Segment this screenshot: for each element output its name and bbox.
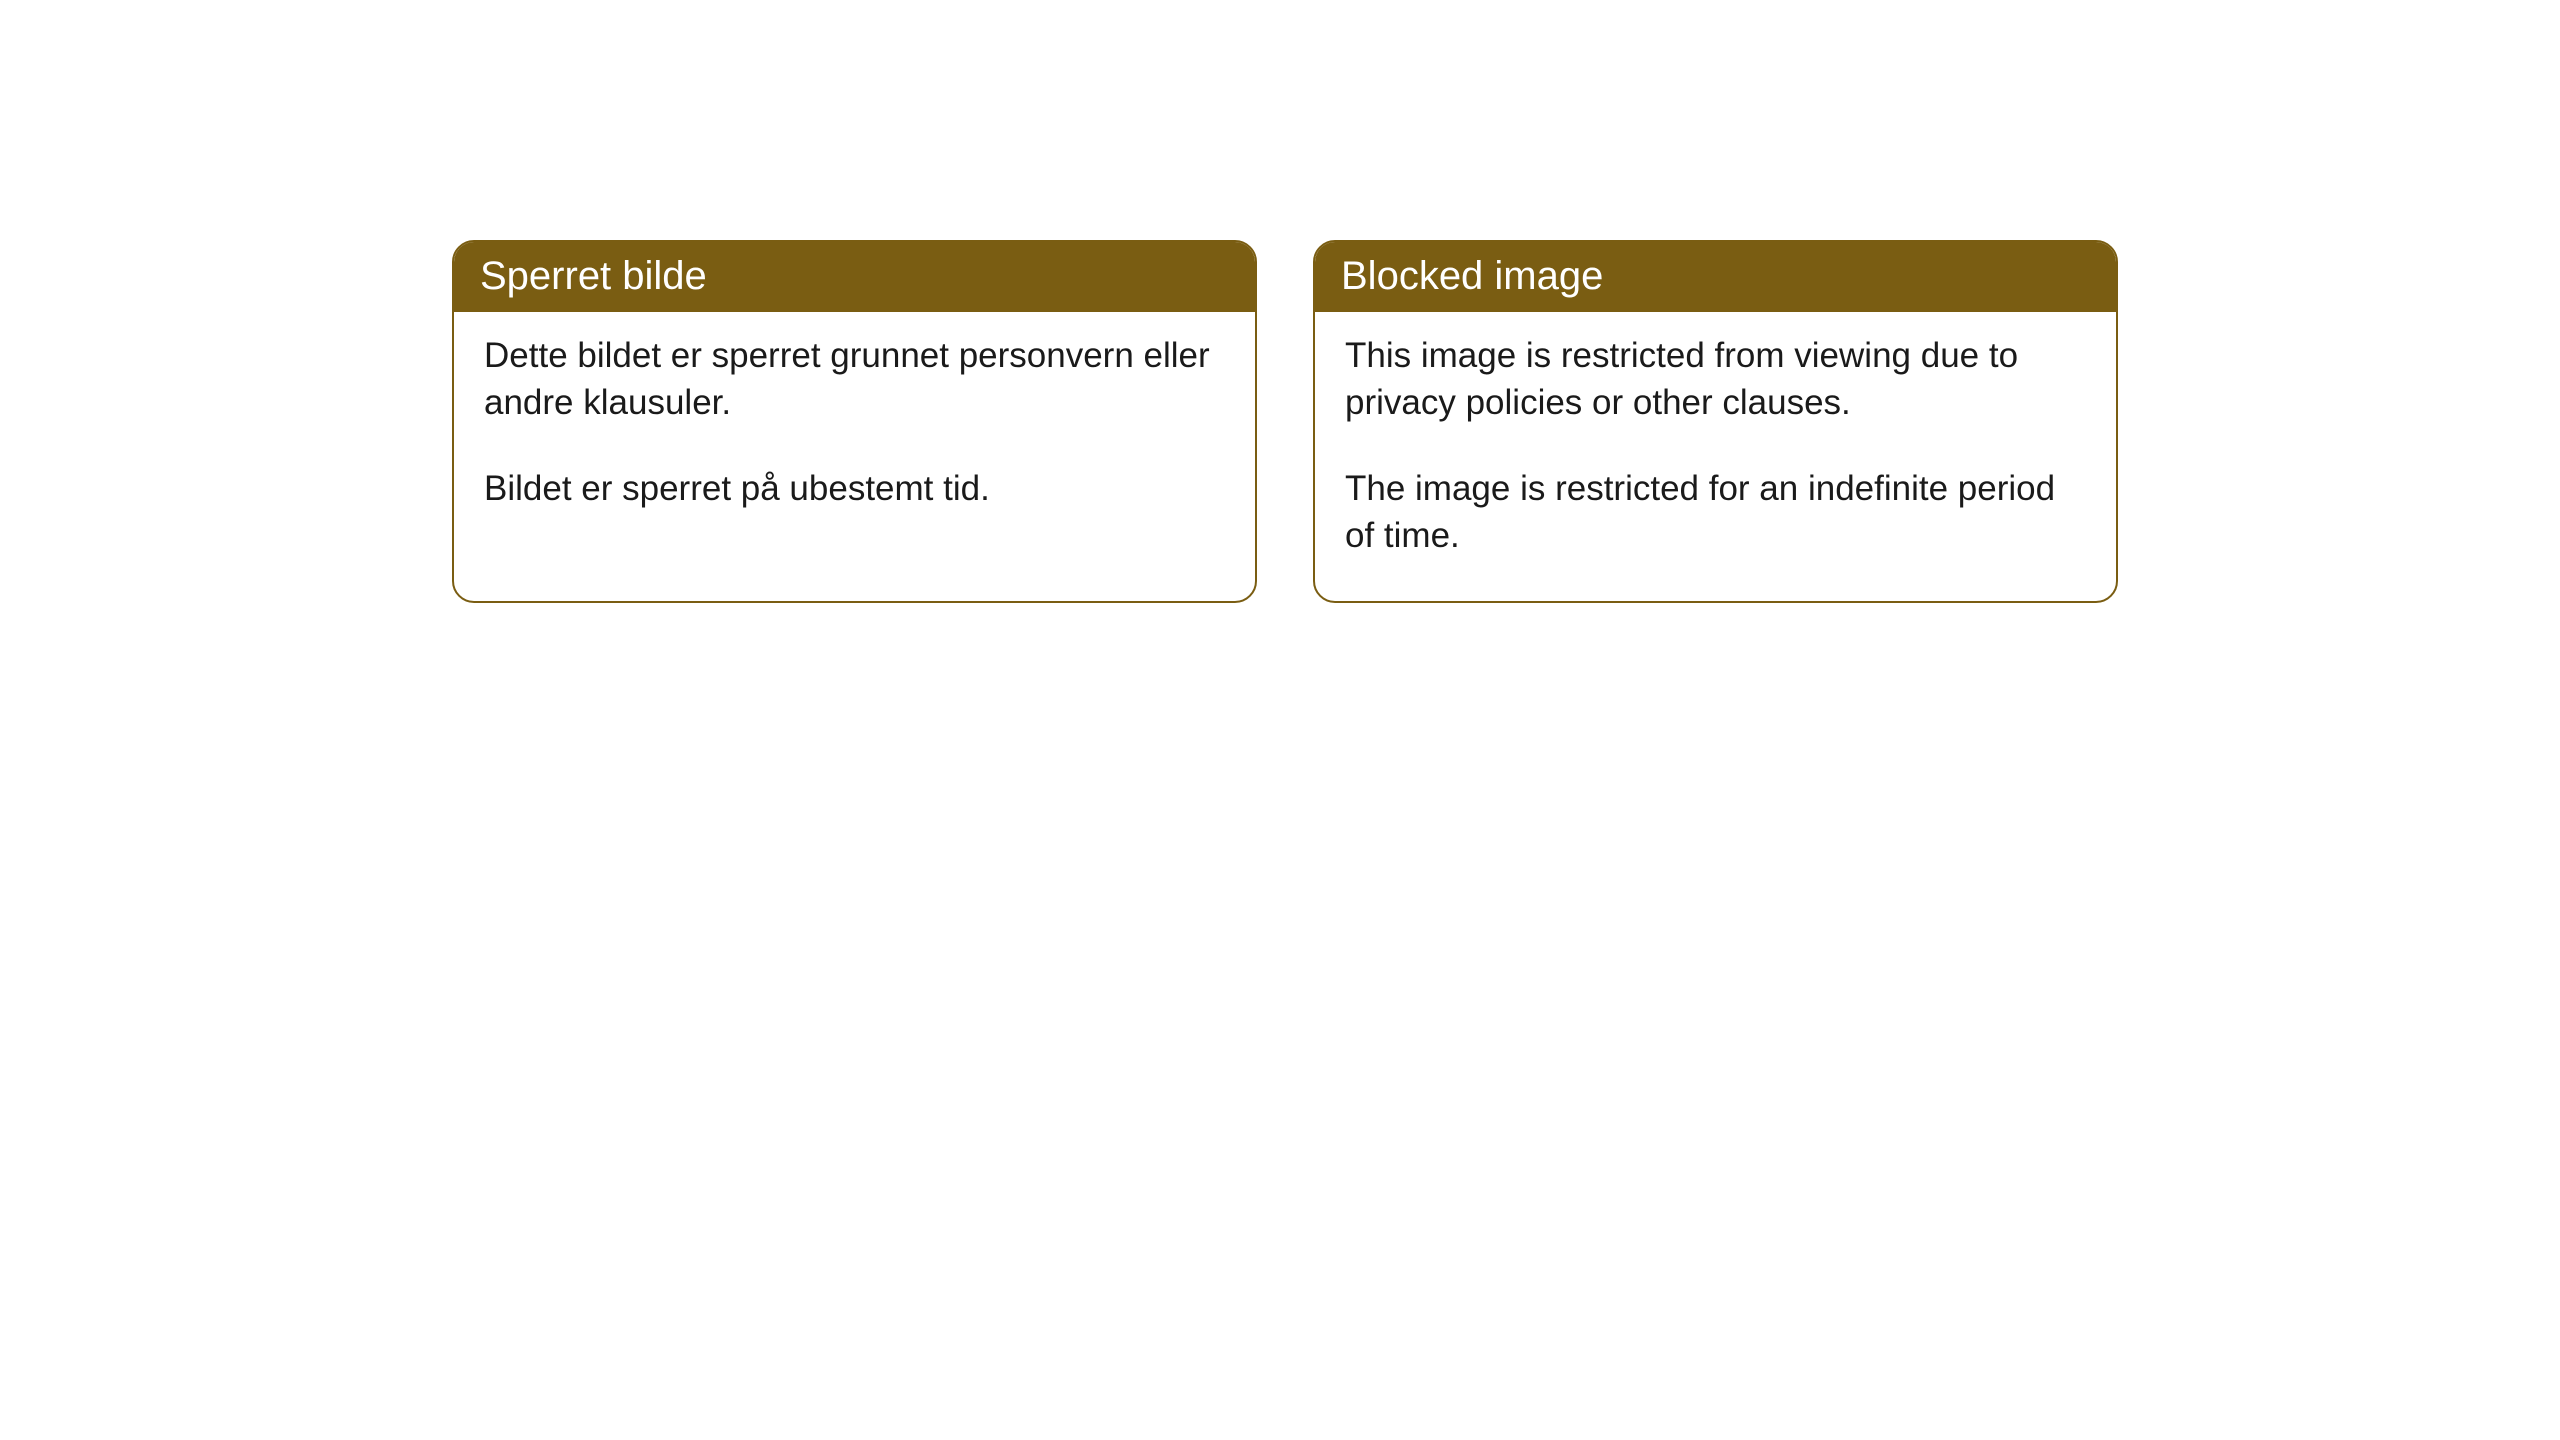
card-paragraph-2: The image is restricted for an indefinit… bbox=[1345, 465, 2086, 560]
card-paragraph-1: This image is restricted from viewing du… bbox=[1345, 332, 2086, 427]
card-header-norwegian: Sperret bilde bbox=[454, 242, 1255, 312]
card-title: Sperret bilde bbox=[480, 254, 707, 298]
card-title: Blocked image bbox=[1341, 254, 1603, 298]
card-paragraph-2: Bildet er sperret på ubestemt tid. bbox=[484, 465, 1225, 512]
blocked-image-card-norwegian: Sperret bilde Dette bildet er sperret gr… bbox=[452, 240, 1257, 603]
card-header-english: Blocked image bbox=[1315, 242, 2116, 312]
card-body-norwegian: Dette bildet er sperret grunnet personve… bbox=[454, 312, 1255, 554]
blocked-image-card-english: Blocked image This image is restricted f… bbox=[1313, 240, 2118, 603]
card-paragraph-1: Dette bildet er sperret grunnet personve… bbox=[484, 332, 1225, 427]
card-body-english: This image is restricted from viewing du… bbox=[1315, 312, 2116, 601]
info-cards-container: Sperret bilde Dette bildet er sperret gr… bbox=[452, 240, 2118, 603]
